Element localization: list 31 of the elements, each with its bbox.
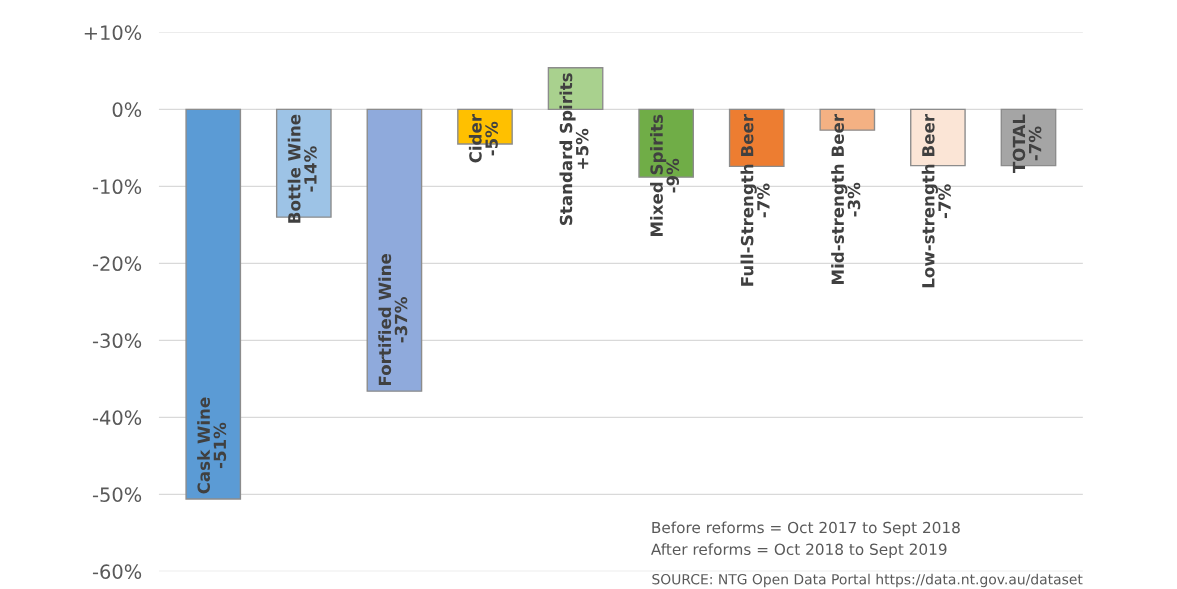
x-tick-label: Cask Wine — [197, 397, 211, 494]
y-tick-label: -60% — [92, 564, 142, 579]
data-label: -7% — [757, 183, 770, 218]
data-label: -14% — [304, 146, 317, 192]
data-label: -9% — [666, 158, 680, 193]
data-label: -51% — [213, 422, 227, 469]
annotation: Before reforms = Oct 2017 to Sept 2018 — [652, 521, 960, 537]
data-label: +5% — [575, 128, 589, 169]
x-tick-label: Bottle Wine — [287, 114, 301, 223]
x-tick-label: Fortified Wine — [378, 254, 392, 386]
annotation: After reforms = Oct 2018 to Sept 2019 — [651, 543, 947, 559]
data-label: -7% — [1028, 126, 1042, 161]
y-tick-label: -30% — [92, 333, 142, 349]
x-tick-label: TOTAL — [1012, 114, 1026, 174]
data-label: -3% — [847, 182, 861, 217]
y-tick-label: -40% — [92, 410, 142, 426]
data-label: -37% — [394, 297, 408, 343]
source-note: SOURCE: NTG Open Data Portal https://data.nt.gov.au/dataset — [652, 573, 1083, 588]
x-tick-label: Cider — [468, 114, 482, 163]
y-tick-label: -10% — [92, 179, 142, 195]
y-tick-label: 0% — [112, 102, 142, 118]
x-tick-label: Full-Strength Beer — [740, 114, 757, 286]
y-tick-label: -20% — [92, 256, 142, 272]
x-tick-label: Mixed Spirits — [650, 114, 667, 237]
data-label: -7% — [938, 184, 951, 219]
x-tick-label: Low-strength Beer — [921, 114, 938, 288]
y-tick-label: +10% — [84, 25, 142, 41]
x-tick-label: Mid-strength Beer — [831, 114, 848, 284]
x-tick-label: Standard Spirits — [559, 73, 576, 225]
y-tick-label: -50% — [92, 487, 142, 502]
data-label: -5% — [485, 121, 498, 156]
